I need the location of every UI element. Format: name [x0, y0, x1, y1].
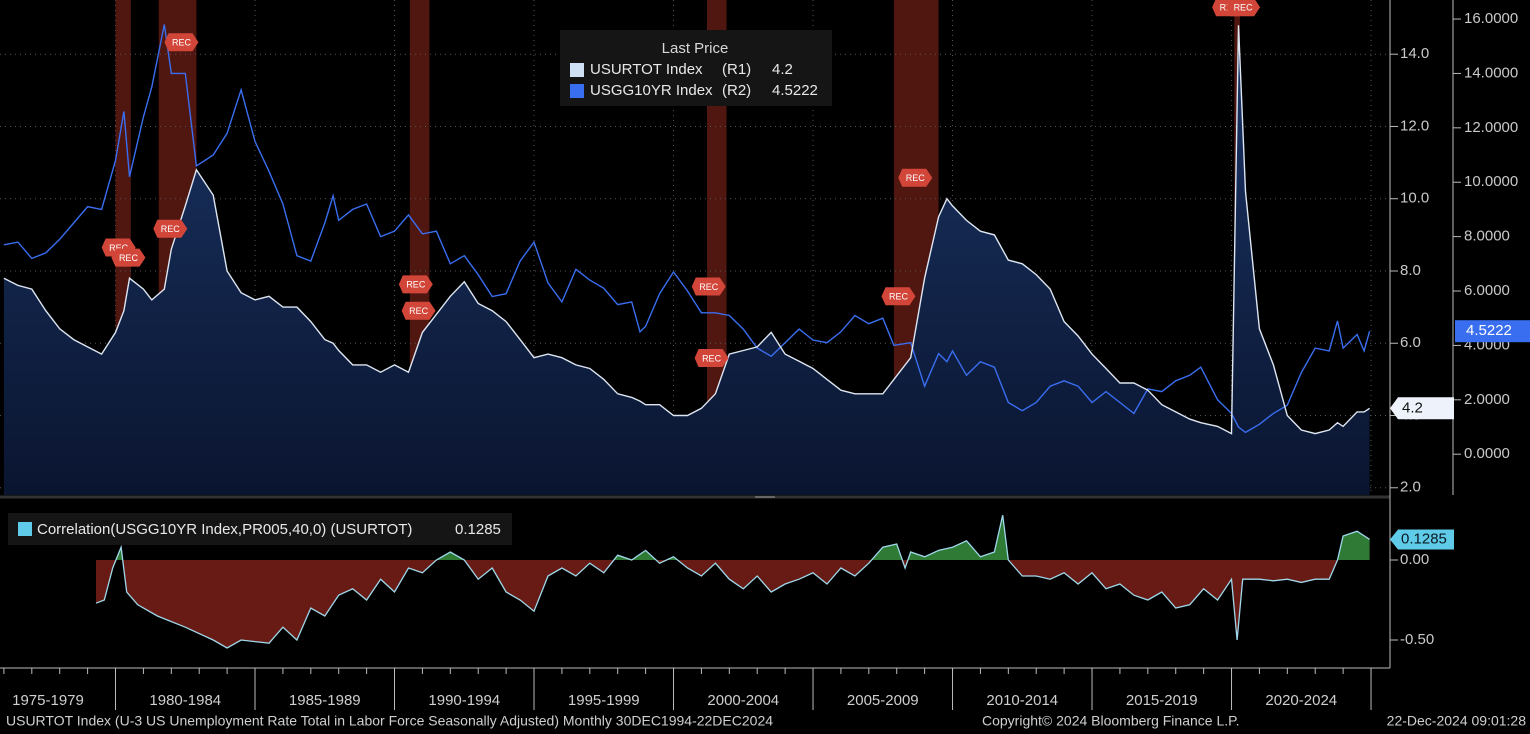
y-tick-label: 14.0 — [1400, 45, 1429, 62]
legend-title: Last Price — [662, 40, 729, 57]
legend-name: USURTOT Index — [590, 61, 703, 78]
recession-flag-label: REC — [409, 306, 429, 316]
y2-tick-label: 8.0000 — [1464, 228, 1510, 245]
y2-tick-label: 10.0000 — [1464, 173, 1518, 190]
legend-name: Correlation(USGG10YR Index,PR005,40,0) (… — [37, 521, 412, 538]
recession-flag-label: REC — [172, 38, 192, 48]
recession-flag-label: REC — [406, 280, 426, 290]
y2-tick-label: 16.0000 — [1464, 10, 1518, 27]
recession-flag-label: REC — [1234, 3, 1254, 13]
recession-flag-label: REC — [699, 282, 719, 292]
legend-last-value: 0.1285 — [455, 521, 501, 538]
recession-flag-label: REC — [161, 224, 181, 234]
legend-axis: (R1) — [722, 61, 751, 78]
recession-flag — [164, 33, 199, 52]
negative-area — [96, 560, 1370, 648]
recession-flag — [691, 277, 726, 296]
y-tick-label: 2.0 — [1400, 479, 1421, 496]
series-line — [95, 515, 1370, 649]
x-tick-label: 2010-2014 — [986, 692, 1058, 709]
last-value-badge — [1390, 529, 1454, 550]
recession-flag-label: REC — [702, 353, 722, 363]
recession-flag-label: REC — [109, 243, 129, 253]
legend-box — [560, 30, 832, 106]
last-value-badge — [1455, 320, 1530, 343]
y-tick-label: 10.0 — [1400, 190, 1429, 207]
y-tick-label: 12.0 — [1400, 117, 1429, 134]
legend-swatch — [18, 522, 32, 536]
x-tick-label: 2000-2004 — [707, 692, 779, 709]
overlay: 2.04.06.08.010.012.014.00.00002.00004.00… — [560, 10, 1530, 496]
y2-tick-label: 6.0000 — [1464, 282, 1510, 299]
x-tick-label: 2005-2009 — [847, 692, 919, 709]
recession-flag — [111, 248, 146, 267]
y2-tick-label: 14.0000 — [1464, 64, 1518, 81]
series-line — [3, 24, 1371, 434]
y-tick-label: -0.50 — [1400, 631, 1434, 648]
last-value-badge-label: 4.5222 — [1466, 322, 1512, 339]
recession-flag — [401, 301, 436, 320]
footer-copyright: Copyright© 2024 Bloomberg Finance L.P. — [982, 713, 1240, 729]
x-tick-label: 1990-1994 — [428, 692, 500, 709]
recession-flag-label: REC — [906, 173, 926, 183]
legend-name: USGG10YR Index — [590, 82, 713, 99]
y-tick-label: 8.0 — [1400, 262, 1421, 279]
recession-flag-label: REC — [889, 292, 909, 302]
legend-last-value: 4.5222 — [772, 82, 818, 99]
correlation-plot: 1975-1979 1980-1984 1985-1989 1990-1994 1995… — [3, 513, 1454, 710]
x-tick-label: 2020-2024 — [1265, 692, 1337, 709]
legend-swatch — [570, 84, 584, 98]
x-tick-label: 1985-1989 — [289, 692, 361, 709]
legend-swatch — [570, 63, 584, 77]
series-line — [3, 25, 1370, 435]
recession-flag — [881, 287, 916, 306]
recession-flag — [898, 168, 933, 187]
y2-tick-label: 12.0000 — [1464, 119, 1518, 136]
recession-flag — [398, 275, 433, 294]
x-tick-label: 1975-1979 — [12, 692, 84, 709]
y2-tick-label: 0.0000 — [1464, 445, 1510, 462]
x-tick-label: 2015-2019 — [1126, 692, 1198, 709]
legend-axis: (R2) — [722, 82, 751, 99]
main-plot: RECRECRECRECRECRECRECRECRECRECRECREC — [0, 0, 1390, 495]
recession-flag — [1226, 0, 1261, 17]
y2-tick-label: 2.0000 — [1464, 391, 1510, 408]
series-area — [3, 25, 1370, 495]
footer-timestamp: 22-Dec-2024 09:01:28 — [1387, 713, 1527, 729]
legend-last-value: 4.2 — [772, 61, 793, 78]
recession-flag — [153, 219, 188, 238]
footer-description: USURTOT Index (U-3 US Unemployment Rate … — [6, 713, 773, 729]
y-tick-label: 0.00 — [1400, 551, 1429, 568]
last-value-badge-label: 0.1285 — [1401, 530, 1447, 547]
x-tick-label: 1980-1984 — [149, 692, 221, 709]
recession-flag-label: REC — [119, 253, 139, 263]
y-tick-label: 6.0 — [1400, 334, 1421, 351]
recession-flag — [694, 349, 729, 368]
last-value-badge-label: 4.2 — [1402, 399, 1423, 416]
recession-band — [706, 0, 727, 495]
x-tick-label: 1995-1999 — [568, 692, 640, 709]
legend-box — [8, 513, 512, 545]
last-value-badge — [1390, 397, 1454, 420]
